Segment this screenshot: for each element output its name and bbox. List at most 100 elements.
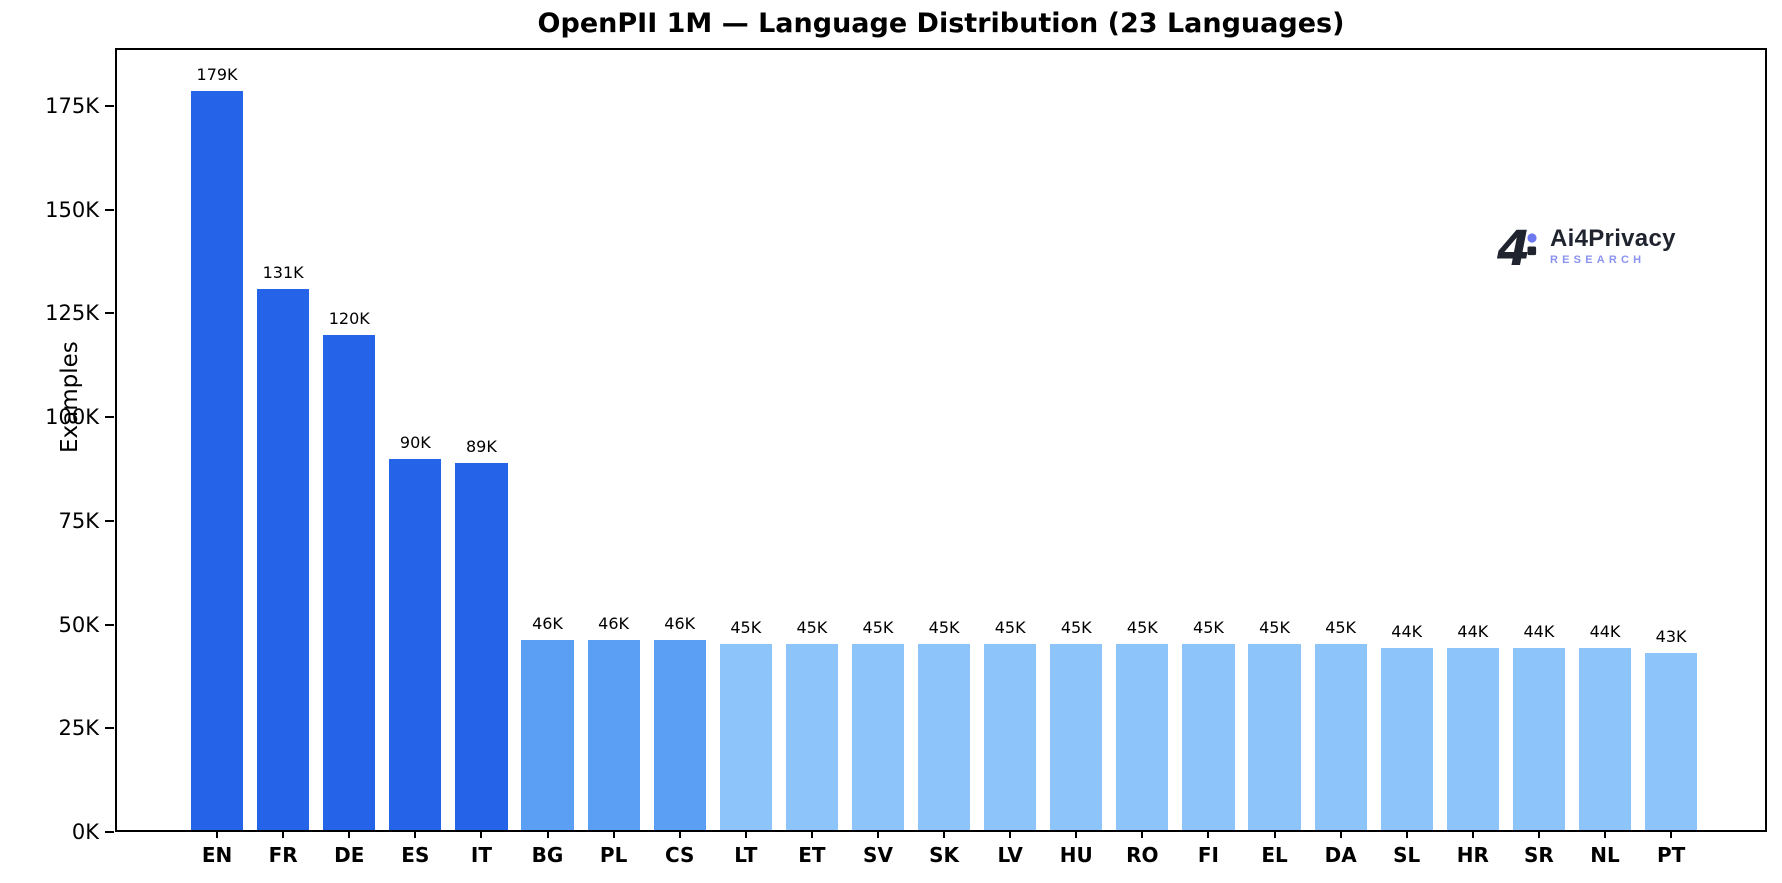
x-tick-mark — [876, 830, 879, 838]
bar: 45K — [917, 618, 971, 830]
x-tick-mark — [348, 830, 351, 838]
x-tick-label: PT — [1656, 843, 1686, 867]
bar-slot: 43K PT — [1638, 50, 1704, 867]
x-tick-label: SK — [929, 843, 960, 867]
bar-value-label: 44K — [1523, 622, 1555, 642]
bar-slot: 45K ET — [779, 50, 845, 867]
x-tick-label: SR — [1524, 843, 1554, 867]
bar: 45K — [1314, 618, 1367, 830]
bar-slot: 46K CS — [647, 50, 713, 867]
x-tick-label: ES — [401, 843, 430, 867]
bar: 45K — [1050, 618, 1103, 830]
y-tick-label: 150K — [45, 197, 99, 222]
bar-slot: 45K SV — [845, 50, 911, 867]
bar: 179K — [190, 65, 244, 830]
bar-slot: 45K HU — [1043, 50, 1109, 867]
bar: 44K — [1578, 622, 1632, 830]
x-tick-mark — [414, 830, 417, 838]
ai4privacy-logo: 4 Ai4Privacy RESEARCH — [1497, 222, 1676, 270]
bar: 120K — [323, 309, 376, 830]
logo-text: Ai4Privacy RESEARCH — [1550, 226, 1676, 266]
bar-slot: 44K HR — [1440, 50, 1506, 867]
x-tick-mark — [546, 830, 549, 838]
x-tick-mark — [1207, 830, 1210, 838]
y-tick-label: 0K — [71, 820, 99, 844]
bar: 45K — [984, 618, 1037, 830]
bar-slot: 46K PL — [581, 50, 647, 867]
y-tick-label: 125K — [45, 301, 99, 326]
x-tick-label: LT — [734, 843, 758, 867]
plot-area: 179K EN 131K FR 120K DE 90K ES 89K IT 46K BG 46K PL 46… — [115, 48, 1767, 867]
x-tick-label: EN — [201, 843, 233, 867]
x-tick-label: BG — [531, 843, 564, 867]
x-tick-mark — [1670, 830, 1673, 838]
x-tick-label: HR — [1456, 843, 1489, 867]
bar-value-label: 45K — [1259, 618, 1290, 638]
bar: 43K — [1645, 627, 1698, 830]
x-tick-mark — [1009, 830, 1012, 838]
x-tick-mark — [678, 830, 681, 838]
bar: 45K — [851, 618, 905, 830]
x-tick-label: EL — [1261, 843, 1288, 867]
bar-slot: 45K EL — [1242, 50, 1308, 867]
x-tick-mark — [1273, 830, 1276, 838]
x-tick-label: NL — [1590, 843, 1620, 867]
bar-slot: 45K LV — [977, 50, 1043, 867]
bar-slot: 45K DA — [1308, 50, 1374, 867]
bar: 90K — [389, 433, 442, 830]
x-tick-mark — [810, 830, 813, 838]
bar-value-label: 45K — [928, 618, 960, 638]
x-tick-label: DE — [334, 843, 365, 867]
bar-value-label: 44K — [1457, 622, 1489, 642]
bar-value-label: 45K — [796, 618, 828, 638]
y-tick-label: 175K — [45, 94, 99, 119]
x-tick-mark — [612, 830, 615, 838]
bar: 89K — [455, 437, 508, 830]
y-tick-mark — [105, 623, 114, 626]
bar-slot: 131K FR — [250, 50, 316, 867]
bar-value-label: 45K — [862, 618, 894, 638]
x-tick-label: HU — [1059, 843, 1093, 867]
bars-container: 179K EN 131K FR 120K DE 90K ES 89K IT 46K BG 46K PL 46… — [117, 50, 1765, 867]
bar-slot: 44K SL — [1374, 50, 1440, 867]
logo-dot-bottom — [1527, 246, 1537, 256]
y-tick-mark — [105, 727, 114, 730]
y-tick-mark — [105, 312, 114, 315]
bar-slot: 45K LT — [713, 50, 779, 867]
bar-slot: 45K RO — [1109, 50, 1175, 867]
bar-value-label: 45K — [1126, 618, 1158, 638]
chart-title: OpenPII 1M — Language Distribution (23 L… — [537, 8, 1345, 39]
bar-slot: 44K SR — [1506, 50, 1572, 867]
bar-slot: 44K NL — [1572, 50, 1638, 867]
logo-4-glyph: 4 — [1497, 222, 1530, 270]
bar: 45K — [1248, 618, 1301, 830]
bar-value-label: 45K — [730, 618, 762, 638]
bar-value-label: 46K — [664, 614, 696, 634]
x-tick-label: ET — [798, 843, 826, 867]
bar: 45K — [785, 618, 838, 830]
y-tick-mark — [105, 831, 114, 833]
x-tick-label: CS — [664, 843, 695, 867]
logo-dot-top — [1527, 233, 1537, 243]
x-tick-mark — [1471, 830, 1474, 838]
x-tick-mark — [282, 830, 285, 838]
bar-slot: 89K IT — [448, 50, 514, 867]
ai4privacy-logo-icon: 4 — [1497, 222, 1537, 270]
logo-subtitle: RESEARCH — [1550, 254, 1646, 267]
bar-value-label: 89K — [465, 436, 497, 456]
bar-value-label: 45K — [1325, 618, 1357, 638]
x-tick-mark — [1405, 830, 1408, 838]
bar-value-label: 44K — [1589, 622, 1621, 642]
bar: 45K — [719, 618, 772, 830]
x-tick-label: SL — [1393, 843, 1421, 867]
bar-value-label: 90K — [399, 432, 431, 452]
x-tick-mark — [480, 830, 483, 838]
x-tick-mark — [744, 830, 747, 838]
logo-title: Ai4Privacy — [1550, 224, 1676, 252]
bar-slot: 45K SK — [911, 50, 977, 867]
bar: 44K — [1512, 622, 1566, 830]
bar-value-label: 45K — [1060, 618, 1092, 638]
x-tick-mark — [1075, 830, 1078, 838]
x-tick-label: RO — [1126, 843, 1159, 867]
